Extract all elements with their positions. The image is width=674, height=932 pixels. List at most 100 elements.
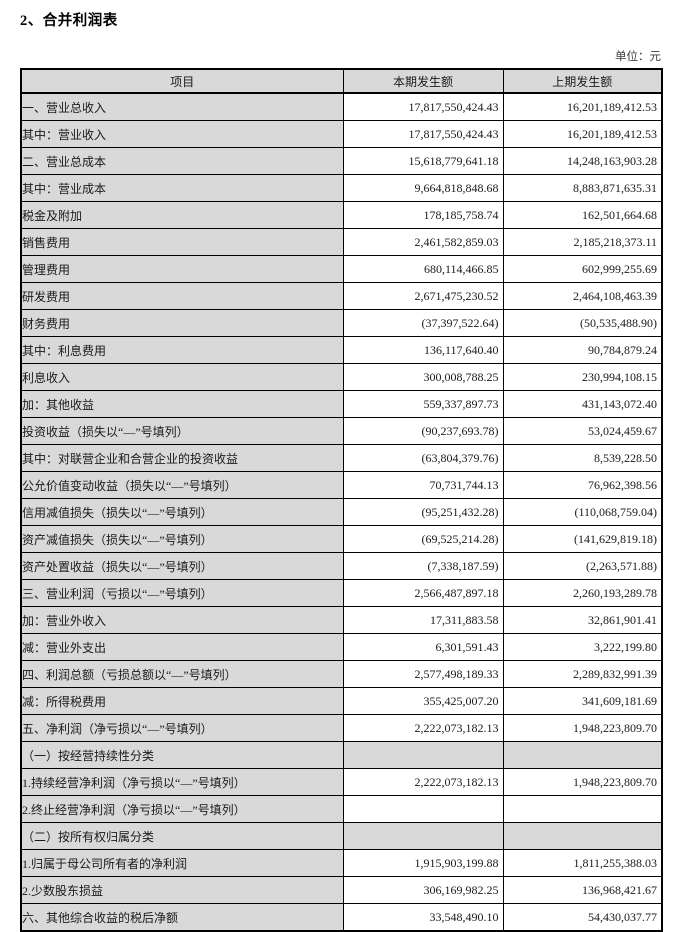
current-amount-cell: 306,169,982.25 — [342, 876, 504, 904]
item-label-cell: 销售费用 — [20, 228, 344, 256]
table-row: 财务费用 (37,397,522.64) (50,535,488.90) — [20, 309, 663, 337]
table-row: （一）按经营持续性分类 — [20, 741, 663, 769]
current-amount-cell: 136,117,640.40 — [342, 336, 504, 364]
item-label-cell: 利息收入 — [20, 363, 344, 391]
page-title: 2、合并利润表 — [20, 13, 118, 29]
prior-amount-cell: 2,260,193,289.78 — [502, 579, 663, 607]
prior-amount-cell: 16,201,189,412.53 — [502, 92, 663, 121]
table-row: 其中：利息费用 136,117,640.40 90,784,879.24 — [20, 336, 663, 364]
table-body: 一、营业总收入 17,817,550,424.43 16,201,189,412… — [20, 92, 663, 932]
prior-amount-cell: 54,430,037.77 — [502, 903, 663, 932]
current-amount-cell: 17,311,883.58 — [342, 606, 504, 634]
table-row: 一、营业总收入 17,817,550,424.43 16,201,189,412… — [20, 92, 663, 121]
table-row: 税金及附加 178,185,758.74 162,501,664.68 — [20, 201, 663, 229]
prior-amount-cell: 431,143,072.40 — [502, 390, 663, 418]
table-row: 2.终止经营净利润（净亏损以“—”号填列） — [20, 795, 663, 823]
prior-amount-cell: 76,962,398.56 — [502, 471, 663, 499]
prior-amount-cell: 230,994,108.15 — [502, 363, 663, 391]
item-label-cell: 投资收益（损失以“—”号填列） — [20, 417, 344, 445]
item-label-cell: 四、利润总额（亏损总额以“—”号填列） — [20, 660, 344, 688]
current-amount-cell — [342, 822, 504, 850]
table-row: 四、利润总额（亏损总额以“—”号填列） 2,577,498,189.33 2,2… — [20, 660, 663, 688]
prior-amount-cell: 2,464,108,463.39 — [502, 282, 663, 310]
prior-amount-cell: 162,501,664.68 — [502, 201, 663, 229]
current-amount-cell: 9,664,818,848.68 — [342, 174, 504, 202]
table-header-row: 项目 本期发生额 上期发生额 — [20, 68, 663, 94]
item-label-cell: 资产减值损失（损失以“—”号填列） — [20, 525, 344, 553]
table-row: 加：营业外收入 17,311,883.58 32,861,901.41 — [20, 606, 663, 634]
prior-amount-cell: 1,811,255,388.03 — [502, 849, 663, 877]
item-label-cell: 税金及附加 — [20, 201, 344, 229]
table-row: 二、营业总成本 15,618,779,641.18 14,248,163,903… — [20, 147, 663, 175]
header-item-column: 项目 — [20, 68, 344, 94]
table-row: 公允价值变动收益（损失以“—”号填列） 70,731,744.13 76,962… — [20, 471, 663, 499]
item-label-cell: 六、其他综合收益的税后净额 — [20, 903, 344, 932]
prior-amount-cell: 2,185,218,373.11 — [502, 228, 663, 256]
current-amount-cell: 33,548,490.10 — [342, 903, 504, 932]
current-amount-cell: 2,566,487,897.18 — [342, 579, 504, 607]
table-row: 其中：对联营企业和合营企业的投资收益 (63,804,379.76) 8,539… — [20, 444, 663, 472]
table-row: 六、其他综合收益的税后净额 33,548,490.10 54,430,037.7… — [20, 903, 663, 932]
prior-amount-cell: 32,861,901.41 — [502, 606, 663, 634]
current-amount-cell: 680,114,466.85 — [342, 255, 504, 283]
prior-amount-cell: 2,289,832,991.39 — [502, 660, 663, 688]
item-label-cell: 加：其他收益 — [20, 390, 344, 418]
item-label-cell: 其中：营业成本 — [20, 174, 344, 202]
current-amount-cell: (63,804,379.76) — [342, 444, 504, 472]
table-row: 减：营业外支出 6,301,591.43 3,222,199.80 — [20, 633, 663, 661]
header-prior-period-column: 上期发生额 — [502, 68, 663, 94]
current-amount-cell: (95,251,432.28) — [342, 498, 504, 526]
table-row: 信用减值损失（损失以“—”号填列） (95,251,432.28) (110,0… — [20, 498, 663, 526]
current-amount-cell: (7,338,187.59) — [342, 552, 504, 580]
current-amount-cell: 300,008,788.25 — [342, 363, 504, 391]
table-row: 资产处置收益（损失以“—”号填列） (7,338,187.59) (2,263,… — [20, 552, 663, 580]
prior-amount-cell: 90,784,879.24 — [502, 336, 663, 364]
table-row: 1.归属于母公司所有者的净利润 1,915,903,199.88 1,811,2… — [20, 849, 663, 877]
income-statement-table: 项目 本期发生额 上期发生额 一、营业总收入 17,817,550,424.43… — [20, 68, 663, 932]
table-row: 其中：营业成本 9,664,818,848.68 8,883,871,635.3… — [20, 174, 663, 202]
current-amount-cell: (90,237,693.78) — [342, 417, 504, 445]
current-amount-cell: (69,525,214.28) — [342, 525, 504, 553]
prior-amount-cell: 341,609,181.69 — [502, 687, 663, 715]
prior-amount-cell — [502, 741, 663, 769]
prior-amount-cell: 3,222,199.80 — [502, 633, 663, 661]
item-label-cell: 二、营业总成本 — [20, 147, 344, 175]
current-amount-cell: 70,731,744.13 — [342, 471, 504, 499]
prior-amount-cell: 602,999,255.69 — [502, 255, 663, 283]
prior-amount-cell: 1,948,223,809.70 — [502, 768, 663, 796]
current-amount-cell: 15,618,779,641.18 — [342, 147, 504, 175]
table-row: 三、营业利润（亏损以“—”号填列） 2,566,487,897.18 2,260… — [20, 579, 663, 607]
prior-amount-cell: (110,068,759.04) — [502, 498, 663, 526]
item-label-cell: 管理费用 — [20, 255, 344, 283]
item-label-cell: 加：营业外收入 — [20, 606, 344, 634]
table-row: 五、净利润（净亏损以“—”号填列） 2,222,073,182.13 1,948… — [20, 714, 663, 742]
prior-amount-cell: 53,024,459.67 — [502, 417, 663, 445]
item-label-cell: 其中：营业收入 — [20, 120, 344, 148]
item-label-cell: 其中：利息费用 — [20, 336, 344, 364]
prior-amount-cell: 1,948,223,809.70 — [502, 714, 663, 742]
item-label-cell: 减：所得税费用 — [20, 687, 344, 715]
current-amount-cell: 1,915,903,199.88 — [342, 849, 504, 877]
prior-amount-cell — [502, 795, 663, 823]
item-label-cell: 其中：对联营企业和合营企业的投资收益 — [20, 444, 344, 472]
prior-amount-cell: (50,535,488.90) — [502, 309, 663, 337]
unit-label: 单位：元 — [615, 51, 661, 63]
item-label-cell: 财务费用 — [20, 309, 344, 337]
table-row: 资产减值损失（损失以“—”号填列） (69,525,214.28) (141,6… — [20, 525, 663, 553]
prior-amount-cell: (141,629,819.18) — [502, 525, 663, 553]
current-amount-cell: 2,671,475,230.52 — [342, 282, 504, 310]
table-row: 利息收入 300,008,788.25 230,994,108.15 — [20, 363, 663, 391]
table-row: 2.少数股东损益 306,169,982.25 136,968,421.67 — [20, 876, 663, 904]
table-row: 投资收益（损失以“—”号填列） (90,237,693.78) 53,024,4… — [20, 417, 663, 445]
prior-amount-cell: 8,883,871,635.31 — [502, 174, 663, 202]
table-row: 减：所得税费用 355,425,007.20 341,609,181.69 — [20, 687, 663, 715]
prior-amount-cell: 8,539,228.50 — [502, 444, 663, 472]
current-amount-cell: 559,337,897.73 — [342, 390, 504, 418]
item-label-cell: （二）按所有权归属分类 — [20, 822, 344, 850]
table-row: 其中：营业收入 17,817,550,424.43 16,201,189,412… — [20, 120, 663, 148]
item-label-cell: 三、营业利润（亏损以“—”号填列） — [20, 579, 344, 607]
item-label-cell: 信用减值损失（损失以“—”号填列） — [20, 498, 344, 526]
current-amount-cell: 178,185,758.74 — [342, 201, 504, 229]
item-label-cell: 1.持续经营净利润（净亏损以“—”号填列） — [20, 768, 344, 796]
